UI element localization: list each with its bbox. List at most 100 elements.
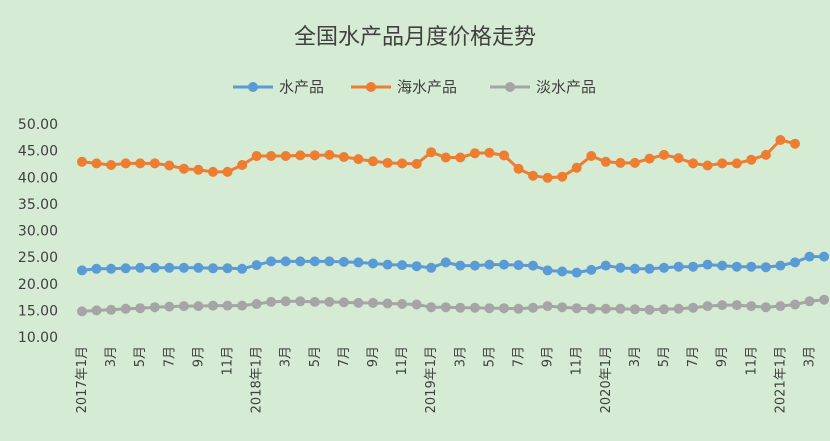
data-point xyxy=(717,260,728,271)
data-point xyxy=(77,265,87,276)
data-point xyxy=(731,261,742,272)
data-point xyxy=(368,156,378,167)
data-point xyxy=(91,305,102,316)
x-tick-label: 7月 xyxy=(162,346,177,367)
data-point xyxy=(178,262,189,273)
data-point xyxy=(746,261,757,272)
data-point xyxy=(804,251,815,262)
legend-swatch-marker xyxy=(366,82,376,92)
data-point xyxy=(484,147,495,158)
data-point xyxy=(629,304,640,315)
data-point xyxy=(702,259,713,270)
x-tick-label: 2021年1月 xyxy=(773,346,788,413)
data-point xyxy=(644,153,655,164)
data-point xyxy=(702,301,713,312)
data-point xyxy=(702,160,713,171)
x-tick-label: 5月 xyxy=(133,346,148,367)
data-point xyxy=(717,158,728,169)
data-point xyxy=(106,304,117,315)
data-point xyxy=(600,303,611,314)
data-point xyxy=(164,160,175,171)
data-point xyxy=(528,302,538,313)
data-point xyxy=(338,256,349,267)
x-tick-label: 3月 xyxy=(104,346,119,367)
data-point xyxy=(106,160,117,170)
x-axis: 2017年1月 3月 5月 7月 9月 11月 2018年1月 3月 5月 7月 9月 11月 2019… xyxy=(75,346,818,413)
data-point xyxy=(469,148,480,159)
data-point xyxy=(644,263,655,274)
y-tick-label: 35.00 xyxy=(18,197,58,213)
data-point xyxy=(499,303,509,314)
data-point xyxy=(397,299,408,309)
data-point xyxy=(513,303,524,314)
data-point xyxy=(819,251,830,262)
series-line xyxy=(80,298,826,313)
data-point xyxy=(775,260,786,271)
data-point xyxy=(309,296,320,307)
data-point xyxy=(571,162,582,173)
data-point xyxy=(644,304,655,315)
data-point xyxy=(135,262,146,273)
data-point xyxy=(571,303,582,314)
x-tick-label: 2018年1月 xyxy=(250,346,265,413)
legend-label: 淡水产品 xyxy=(536,78,596,96)
data-point xyxy=(309,150,320,161)
data-point xyxy=(440,152,451,163)
data-point xyxy=(106,263,117,274)
data-point xyxy=(295,296,306,307)
data-point xyxy=(790,138,800,149)
data-point xyxy=(193,301,204,312)
data-point xyxy=(120,263,131,274)
x-tick-label: 9月 xyxy=(541,346,556,367)
data-point xyxy=(557,266,568,277)
data-point xyxy=(557,171,568,182)
data-point xyxy=(600,156,611,167)
data-point xyxy=(222,300,233,311)
legend-item: 淡水产品 xyxy=(490,78,596,96)
data-point xyxy=(600,260,611,271)
data-point xyxy=(688,302,699,313)
legend-label: 海水产品 xyxy=(397,78,457,96)
data-point xyxy=(266,296,277,307)
data-point xyxy=(411,158,422,169)
data-point xyxy=(338,297,349,308)
data-point xyxy=(397,158,408,169)
x-tick-label: 5月 xyxy=(657,346,672,367)
x-tick-label: 3月 xyxy=(628,346,643,367)
y-tick-label: 40.00 xyxy=(18,170,58,186)
data-point xyxy=(659,262,669,273)
data-point xyxy=(688,158,699,169)
data-point xyxy=(499,259,509,270)
data-point xyxy=(455,302,466,313)
data-point xyxy=(629,157,640,168)
y-tick-label: 10.00 xyxy=(18,330,58,346)
data-point xyxy=(178,163,189,174)
data-point xyxy=(295,256,306,267)
data-point xyxy=(746,154,757,165)
x-tick-label: 3月 xyxy=(803,346,818,367)
series-line xyxy=(80,138,797,180)
data-point xyxy=(819,294,830,305)
data-point xyxy=(615,262,626,273)
data-point xyxy=(178,301,189,312)
data-point xyxy=(280,296,291,307)
data-point xyxy=(149,158,160,169)
data-point xyxy=(731,300,742,311)
y-tick-label: 30.00 xyxy=(18,224,58,240)
data-point xyxy=(688,261,699,272)
data-point xyxy=(324,296,335,307)
y-tick-label: 25.00 xyxy=(18,250,58,266)
legend-swatch-marker xyxy=(248,82,258,92)
data-point xyxy=(804,296,815,307)
data-point xyxy=(382,157,393,168)
data-point xyxy=(338,152,349,162)
plot-area xyxy=(77,135,830,317)
data-point xyxy=(77,306,87,317)
data-point xyxy=(513,163,524,174)
x-tick-label: 11月 xyxy=(744,346,759,376)
data-point xyxy=(513,260,524,271)
data-point xyxy=(469,260,480,271)
x-tick-label: 3月 xyxy=(279,346,294,367)
data-point xyxy=(324,256,335,267)
